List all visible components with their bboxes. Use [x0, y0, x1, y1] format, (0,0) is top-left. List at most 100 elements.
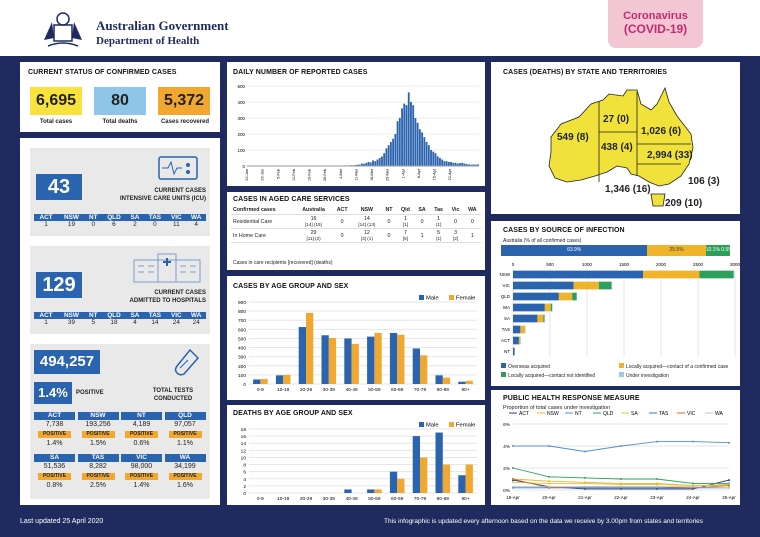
tests-positive-pct: 1.5% — [90, 440, 106, 447]
total-cases-label: Total cases — [39, 119, 73, 125]
age-cases-title: CASES BY AGE GROUP AND SEX — [233, 283, 349, 290]
left-stats-panel: 43 CURRENT CASES INTENSIVE CARE UNITS (I… — [20, 138, 220, 505]
positive-tag: POSITIVE — [38, 473, 71, 480]
y-tick-label: 0% — [503, 488, 511, 494]
bar-female — [374, 332, 382, 384]
line-point — [620, 483, 622, 486]
bar-male — [253, 379, 261, 384]
aged-cell: 0 — [381, 228, 397, 243]
legend-swatch — [501, 363, 506, 368]
positive-tag: POSITIVE — [125, 431, 158, 438]
line-point — [548, 475, 550, 478]
legend-label: VIC — [687, 411, 696, 417]
x-tick-label: 22-Jan — [245, 169, 249, 181]
pct-local-contact: 25.5% — [647, 245, 706, 256]
dept-title: Department of Health — [96, 35, 200, 47]
aged-row-label: In Home Care — [231, 228, 296, 243]
state-header-tas: TAS — [143, 312, 167, 319]
tests-count: 4,189 — [132, 421, 151, 428]
daily-bar — [456, 163, 459, 166]
x-tick-label: 20-29 — [300, 496, 313, 502]
age-cases-chart: 0 100 200 300 400 500 600 700 800 900 0-9 10-19 20-2… — [238, 295, 477, 393]
x-tick-label: 19-Apr — [506, 495, 520, 500]
state-value-wa: 4 — [194, 221, 198, 228]
map-panel: CASES (DEATHS) BY STATE AND TERRITORIES … — [491, 62, 740, 214]
bar-female — [397, 478, 405, 493]
state-borders — [598, 92, 691, 182]
legend-item: Under investigation — [619, 372, 669, 379]
y-tick-label: VIC — [502, 283, 510, 288]
bar-female — [465, 464, 473, 493]
y-tick-label: 0 — [243, 491, 246, 497]
response-chart: 0% 2% 4% 6% 19-Apr 20-Apr 21-Apr 22-Apr 23-Apr 24… — [503, 411, 736, 500]
state-value-tas: 0 — [153, 221, 157, 228]
line-point — [584, 482, 586, 485]
x-tick-label: 60-69 — [391, 387, 404, 393]
state-header-sa: SA — [126, 214, 144, 221]
line-point — [548, 482, 550, 485]
tests-count: 7,738 — [45, 421, 64, 428]
state-header-act: ACT — [34, 312, 59, 319]
line-point — [512, 478, 514, 480]
legend-label: NT — [575, 411, 582, 417]
x-tick-label: 29-Jan — [261, 169, 265, 181]
tests-state-label: NT — [121, 412, 162, 420]
daily-bar — [381, 156, 383, 166]
aged-cell: 29 [11] (2) — [295, 228, 332, 243]
recovered-label: Cases recovered — [160, 119, 210, 125]
aged-care-note: Cases in care recipients [recovered] (de… — [233, 260, 333, 266]
icu-label-1: CURRENT CASES — [154, 188, 206, 194]
source-bar-segment — [537, 314, 544, 323]
y-tick-label: 200 — [237, 132, 245, 137]
x-tick-label: 50-59 — [368, 496, 381, 502]
tests-row-1: ACT 7,738 POSITIVE 1.4% NSW 193,256 POSITIVE 1.… — [34, 412, 206, 452]
state-header-sa: SA — [126, 312, 144, 319]
state-header-nt: NT — [84, 312, 102, 319]
daily-bar — [365, 162, 368, 166]
bar-male — [298, 327, 306, 384]
state-header-nsw: NSW — [58, 214, 85, 221]
icu-label-2: INTENSIVE CARE UNITS (ICU) — [119, 196, 206, 202]
tests-count: 34,199 — [174, 463, 196, 470]
x-tick-label: 26-Feb — [323, 169, 327, 181]
aged-header: NSW — [352, 206, 382, 215]
tests-positive-pct: 2.5% — [90, 482, 106, 489]
icu-value: 43 — [36, 174, 82, 200]
legend-label: Female — [456, 423, 475, 429]
tests-count: 8,282 — [89, 463, 107, 470]
state-header-wa: WA — [186, 312, 206, 319]
tests-state-label: TAS — [77, 454, 119, 462]
hospital-icon — [133, 253, 201, 283]
y-tick-label: WA — [503, 305, 510, 310]
footer-note: This infographic is updated every aftern… — [384, 518, 704, 525]
x-tick-label: 0 — [512, 262, 515, 267]
source-bar-segment — [513, 347, 515, 356]
aged-header: WA — [463, 206, 481, 215]
bar-female — [351, 343, 359, 384]
daily-bar — [418, 129, 421, 166]
tests-cell-qld: QLD 97,057 POSITIVE 1.1% — [164, 412, 206, 449]
y-tick-label: 12 — [241, 448, 247, 454]
y-tick-label: 100 — [237, 148, 245, 153]
daily-bar — [461, 162, 464, 166]
monitor-icon — [158, 156, 198, 180]
badge-line1: Coronavirus — [623, 10, 688, 22]
x-tick-label: 1-Apr — [401, 168, 405, 178]
aged-cell: 7 [5] — [396, 228, 415, 243]
bar-male — [412, 436, 420, 493]
x-tick-label: 2500 — [693, 262, 704, 267]
legend-label: Female — [456, 296, 475, 302]
legend-label: Locally acquired—contact not identified — [508, 373, 595, 379]
daily-bar — [372, 160, 374, 166]
y-tick-label: 400 — [238, 346, 246, 352]
gov-title: Australian Government — [96, 18, 229, 33]
daily-bar — [463, 163, 466, 166]
map-label-vic: 1,346 (16) — [605, 184, 651, 195]
map-outline — [548, 86, 694, 187]
source-bar-segment — [513, 325, 521, 334]
x-tick-label: 15-Apr — [433, 168, 437, 180]
x-tick-label: 500 — [546, 262, 554, 267]
daily-bar — [432, 151, 435, 166]
state-header-nsw: NSW — [58, 312, 85, 319]
total-cases-value: 6,695 — [30, 87, 82, 115]
